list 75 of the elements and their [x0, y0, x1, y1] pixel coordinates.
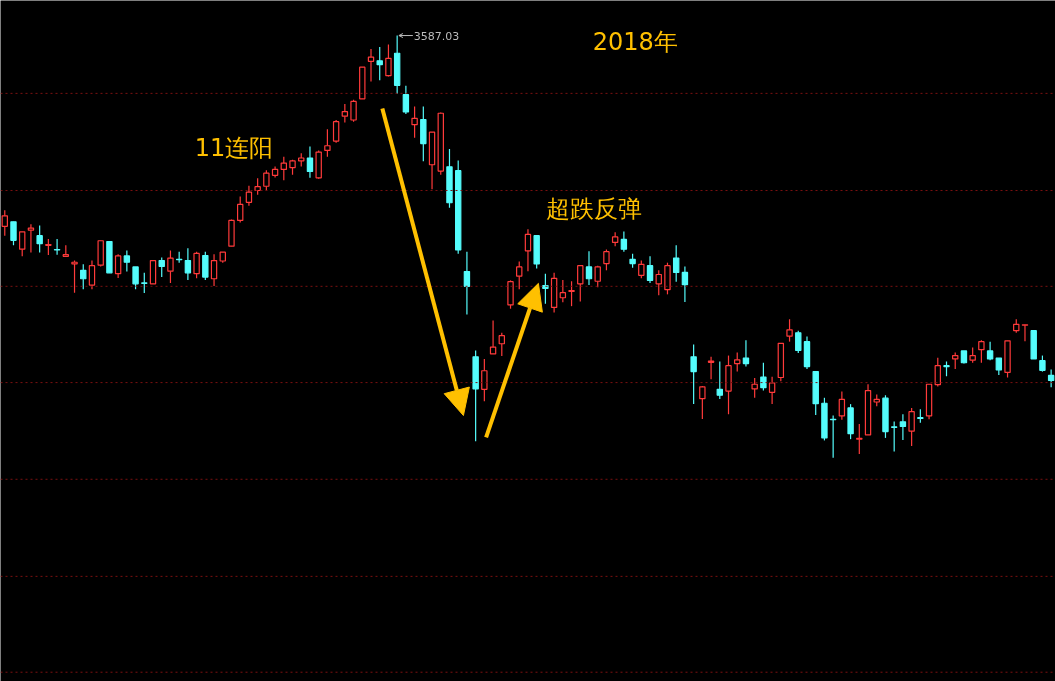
candlestick: [646, 255, 654, 284]
candlestick: [978, 339, 985, 364]
candlestick: [332, 119, 340, 144]
candlestick: [193, 251, 200, 279]
candlestick: [402, 85, 410, 115]
candlestick: [603, 248, 610, 271]
candlestick: [699, 385, 706, 420]
candlestick: [210, 253, 218, 287]
candlestick: [498, 332, 506, 357]
candlestick: [655, 269, 662, 296]
candlestick: [19, 231, 26, 257]
candlestick: [167, 249, 174, 284]
candlestick: [341, 103, 349, 124]
candlestick: [367, 48, 375, 83]
candlestick: [149, 259, 157, 285]
candlestick: [71, 259, 78, 294]
candlestick: [542, 273, 549, 305]
annotation: 11连阳: [194, 134, 274, 163]
candlestick: [751, 377, 758, 399]
candlestick: [681, 265, 689, 303]
candlestick: [88, 259, 96, 290]
candlestick: [306, 145, 314, 179]
candlestick: [559, 279, 567, 303]
candlestick: [890, 420, 898, 452]
candlestick: [245, 185, 253, 207]
candlestick: [672, 244, 680, 283]
candlestick: [934, 357, 941, 387]
annotation: 2018年: [592, 28, 678, 57]
candlestick: [899, 413, 907, 441]
candlestick: [1021, 324, 1029, 342]
candlestick: [463, 251, 471, 316]
candlestick: [707, 356, 715, 380]
candlestick: [716, 360, 724, 400]
candlestick: [385, 43, 392, 78]
candlestick: [795, 330, 802, 354]
candlestick: [53, 238, 61, 256]
candlestick: [202, 251, 209, 281]
candlestick: [838, 390, 846, 421]
candlestick: [141, 272, 148, 294]
candlestick: [786, 318, 793, 343]
candlestick: [158, 257, 165, 278]
candlestick: [324, 128, 331, 158]
annotation: 3587.03: [413, 29, 460, 43]
candlestick: [908, 407, 915, 447]
candlestick: [690, 343, 697, 405]
candlestick: [80, 263, 87, 290]
annotation: 超跌反弹: [546, 194, 643, 223]
candlestick: [481, 358, 488, 402]
candlestick: [734, 352, 741, 373]
candlestick: [10, 221, 17, 246]
candlestick: [568, 280, 575, 307]
candlestick: [123, 249, 131, 273]
candlestick: [350, 99, 357, 123]
candlestick: [27, 223, 35, 254]
candlestick: [524, 228, 532, 272]
candlestick: [263, 169, 270, 192]
candlestick: [742, 339, 750, 368]
candlestick: [184, 247, 192, 281]
candlestick: [1047, 368, 1055, 388]
candlestick: [768, 376, 776, 405]
candlestick: [236, 195, 244, 224]
candlestick: [760, 362, 767, 392]
candlestick: [489, 319, 497, 355]
candlestick: [577, 265, 584, 303]
candlestick: [516, 260, 523, 290]
candlestick: [132, 266, 139, 290]
candlestick: [620, 230, 628, 253]
candlestick: [585, 250, 593, 286]
candlestick: [36, 224, 43, 254]
candlestick: [280, 156, 288, 181]
candlestick: [507, 279, 514, 310]
candlestick: [856, 423, 863, 455]
candlestick: [114, 253, 122, 279]
candlestick: [376, 46, 383, 81]
candlestick: [411, 105, 418, 139]
